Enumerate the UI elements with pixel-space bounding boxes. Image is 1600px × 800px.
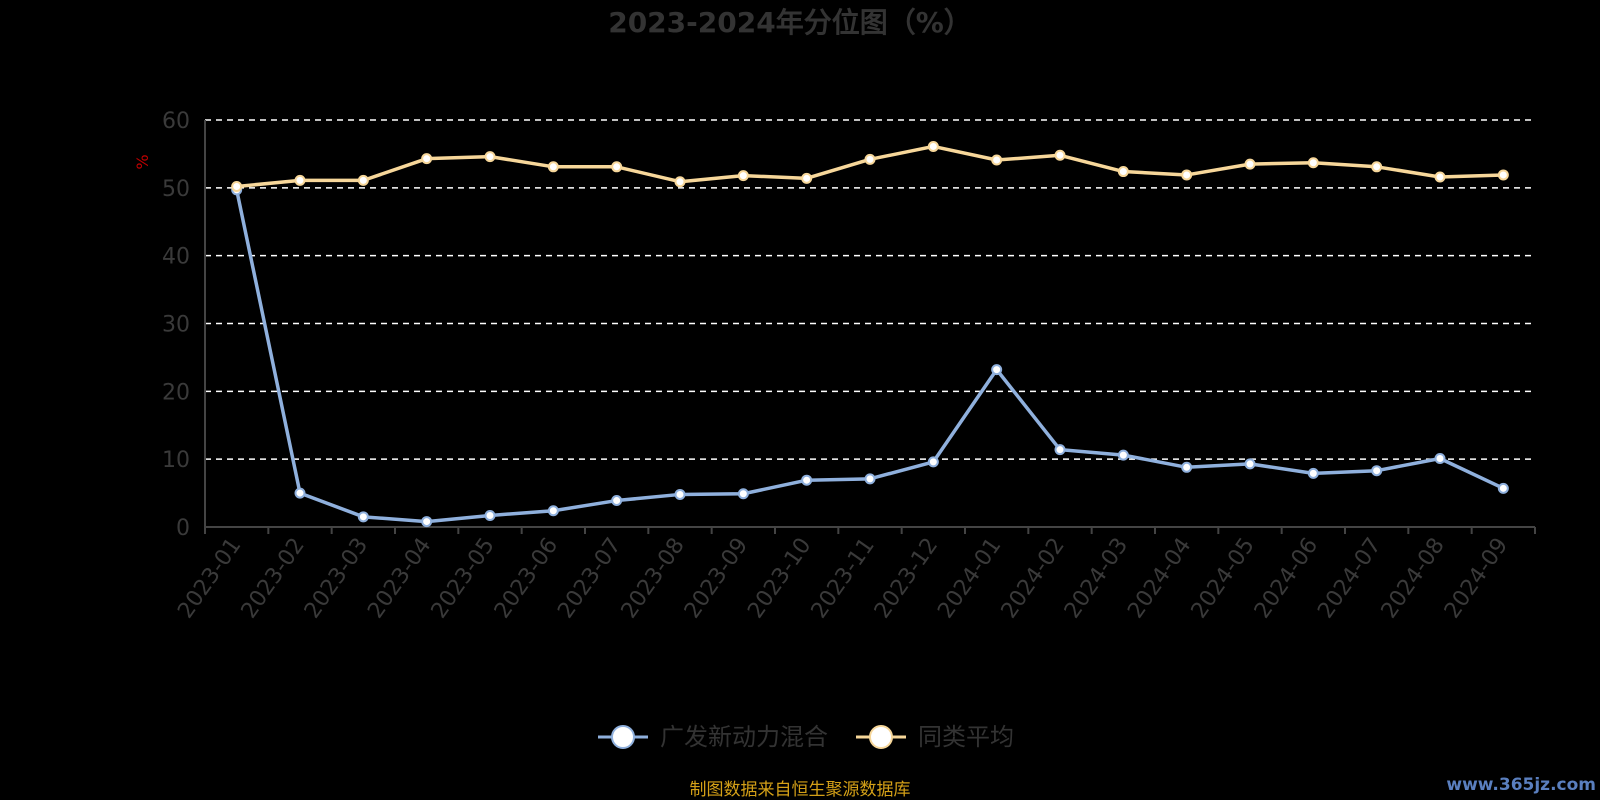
legend-marker-0 bbox=[611, 725, 635, 749]
data-point[interactable] bbox=[294, 174, 306, 186]
data-point[interactable] bbox=[674, 176, 686, 188]
data-point[interactable] bbox=[294, 487, 306, 499]
data-point[interactable] bbox=[357, 511, 369, 523]
x-tick-label: 2023-10 bbox=[743, 534, 816, 624]
data-point[interactable] bbox=[737, 170, 749, 182]
watermark: www.365jz.com bbox=[1446, 775, 1596, 795]
y-tick-label: 10 bbox=[162, 448, 190, 473]
data-point[interactable] bbox=[1054, 444, 1066, 456]
y-tick-labels: 0 10 20 30 40 50 60 bbox=[162, 109, 190, 541]
x-tick-label: 2023-11 bbox=[807, 534, 880, 624]
data-point[interactable] bbox=[801, 474, 813, 486]
series-group bbox=[231, 140, 1509, 528]
data-point[interactable] bbox=[547, 505, 559, 517]
x-tick-label: 2024-09 bbox=[1440, 534, 1513, 624]
data-point[interactable] bbox=[231, 180, 243, 192]
data-point[interactable] bbox=[484, 151, 496, 163]
data-point[interactable] bbox=[1117, 449, 1129, 461]
data-point[interactable] bbox=[927, 140, 939, 152]
x-tick-label: 2024-02 bbox=[997, 534, 1070, 624]
data-point[interactable] bbox=[484, 509, 496, 521]
y-tick-label: 60 bbox=[162, 109, 190, 134]
y-tick-label: 40 bbox=[162, 245, 190, 270]
data-source-note: 制图数据来自恒生聚源数据库 bbox=[690, 780, 911, 800]
data-point[interactable] bbox=[737, 488, 749, 500]
data-point[interactable] bbox=[1497, 482, 1509, 494]
data-point[interactable] bbox=[1307, 467, 1319, 479]
legend-marker-1 bbox=[869, 725, 893, 749]
x-tick-label: 2023-12 bbox=[870, 534, 943, 624]
data-point[interactable] bbox=[1371, 465, 1383, 477]
data-point[interactable] bbox=[991, 364, 1003, 376]
chart-title: 2023-2024年分位图（%） bbox=[608, 6, 972, 39]
x-tick-label: 2023-09 bbox=[680, 534, 753, 624]
data-point[interactable] bbox=[927, 456, 939, 468]
y-tick-label: 20 bbox=[162, 380, 190, 405]
data-point[interactable] bbox=[547, 161, 559, 173]
x-tick-label: 2024-05 bbox=[1187, 534, 1260, 624]
data-point[interactable] bbox=[1307, 157, 1319, 169]
x-tick-label: 2024-08 bbox=[1377, 534, 1450, 624]
data-point[interactable] bbox=[611, 161, 623, 173]
grid-lines bbox=[205, 119, 1535, 460]
data-point[interactable] bbox=[1117, 166, 1129, 178]
data-point[interactable] bbox=[1434, 452, 1446, 464]
data-point[interactable] bbox=[1244, 158, 1256, 170]
data-point[interactable] bbox=[864, 473, 876, 485]
data-point[interactable] bbox=[1054, 149, 1066, 161]
x-tick-label: 2024-07 bbox=[1313, 534, 1386, 624]
x-tick-label: 2023-08 bbox=[617, 534, 690, 624]
data-point[interactable] bbox=[421, 516, 433, 528]
x-tick-label: 2024-04 bbox=[1123, 534, 1196, 624]
data-point[interactable] bbox=[801, 172, 813, 184]
x-tick-label: 2023-06 bbox=[490, 534, 563, 624]
y-tick-label: 0 bbox=[176, 516, 190, 541]
legend-label-0[interactable]: 广发新动力混合 bbox=[660, 723, 828, 751]
x-tick-label: 2024-03 bbox=[1060, 534, 1133, 624]
x-tick-label: 2023-01 bbox=[173, 534, 246, 624]
x-tick-label: 2023-02 bbox=[237, 534, 310, 624]
data-point[interactable] bbox=[1244, 458, 1256, 470]
x-tick-label: 2023-05 bbox=[427, 534, 500, 624]
y-tick-label: 30 bbox=[162, 313, 190, 338]
x-tick-labels: 2023-012023-022023-032023-042023-052023-… bbox=[173, 534, 1513, 624]
legend[interactable]: 广发新动力混合 同类平均 bbox=[598, 723, 1014, 751]
data-point[interactable] bbox=[674, 488, 686, 500]
x-tick-label: 2024-01 bbox=[933, 534, 1006, 624]
y-axis-label: % bbox=[133, 154, 152, 169]
data-point[interactable] bbox=[1434, 171, 1446, 183]
data-point[interactable] bbox=[1371, 161, 1383, 173]
x-tick-label: 2023-03 bbox=[300, 534, 373, 624]
x-tick-label: 2023-04 bbox=[363, 534, 436, 624]
data-point[interactable] bbox=[1497, 169, 1509, 181]
x-tick-label: 2023-07 bbox=[553, 534, 626, 624]
data-point[interactable] bbox=[357, 174, 369, 186]
data-point[interactable] bbox=[1181, 169, 1193, 181]
data-point[interactable] bbox=[864, 153, 876, 165]
legend-label-1[interactable]: 同类平均 bbox=[918, 723, 1014, 751]
data-point[interactable] bbox=[611, 495, 623, 507]
data-point[interactable] bbox=[1181, 461, 1193, 473]
data-point[interactable] bbox=[991, 154, 1003, 166]
data-point[interactable] bbox=[421, 153, 433, 165]
x-tick-label: 2024-06 bbox=[1250, 534, 1323, 624]
y-tick-label: 50 bbox=[162, 177, 190, 202]
